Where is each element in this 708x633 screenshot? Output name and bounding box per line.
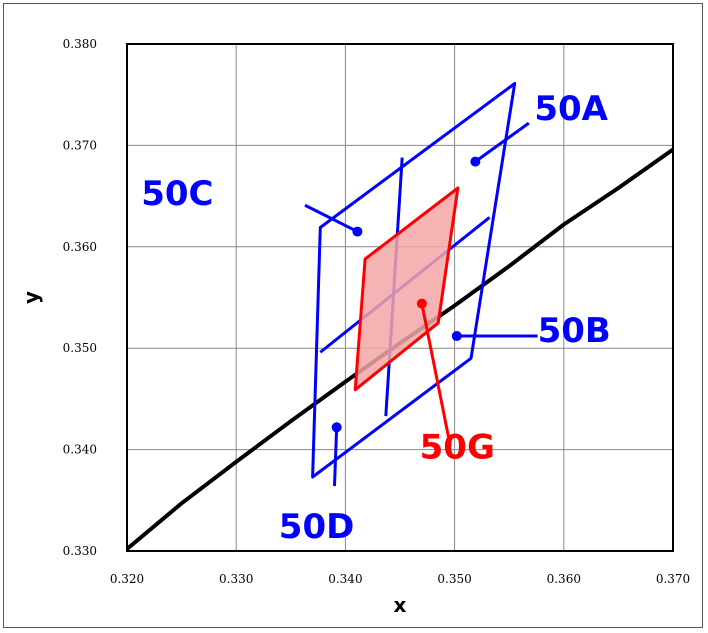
x-tick-label: 0.320 [110,572,144,586]
y-tick-label: 0.350 [63,341,97,355]
chart-frame [3,3,703,628]
callout-leader-50g [420,303,452,446]
callouts-layer: 50A 50B 50C 50D 50G [141,89,611,547]
x-tick-label: 0.370 [656,572,690,586]
callout-label-50g: 50G [420,428,495,468]
callout-label-50c: 50C [141,174,213,214]
callout-dot-50d [331,422,342,433]
tick-labels: 0.320 0.330 0.340 0.350 0.360 0.370 0.330 0.340… [63,37,691,586]
callout-dot-50c [352,226,363,237]
x-tick-label: 0.340 [328,572,362,586]
callout-dot-50b [451,331,462,342]
callout-label-50b: 50B [538,311,611,351]
y-tick-label: 0.340 [63,443,97,457]
callout-leader-50c [304,203,359,233]
y-tick-label: 0.370 [63,138,97,152]
plot-area-border [126,43,674,552]
plot-layer [125,82,675,551]
x-tick-label: 0.350 [437,572,471,586]
callout-dot-50a [470,156,481,167]
x-tick-label: 0.360 [547,572,581,586]
x-tick-label: 0.330 [219,572,253,586]
red-quadrangle [353,186,460,392]
callout-leader-50d [332,427,339,487]
callout-leader-50a [474,121,530,163]
callout-dot-50g [416,298,427,309]
y-axis-label: y [19,291,43,304]
x-axis-label: x [394,593,407,617]
callout-label-50d: 50D [279,507,355,547]
blue-quadrangle-outline [311,82,517,479]
y-tick-label: 0.380 [63,37,97,51]
callout-label-50a: 50A [534,89,608,129]
y-tick-label: 0.330 [63,544,97,558]
y-tick-label: 0.360 [63,240,97,254]
